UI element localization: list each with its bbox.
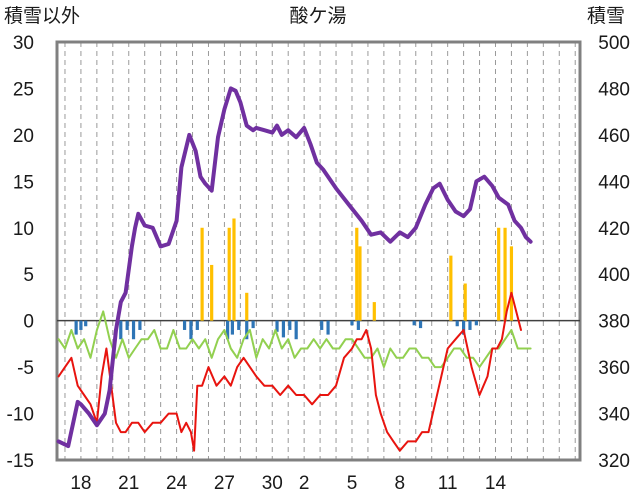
- y-right-tick-label: 360: [598, 358, 630, 379]
- precipitation-bar: [245, 292, 249, 321]
- snow_change-bar: [288, 320, 292, 330]
- left-axis-label: 積雪以外: [4, 5, 80, 27]
- precipitation-bar: [497, 227, 501, 321]
- snow_change-bar: [237, 320, 241, 330]
- snow_change-bar: [230, 320, 234, 335]
- snow_change-bar: [320, 320, 324, 330]
- y-left-tick-label: 0: [23, 312, 34, 333]
- plot-frame: [55, 40, 582, 462]
- snow_change-bar: [119, 320, 123, 340]
- x-tick-label: 30: [262, 473, 283, 494]
- right-axis-label: 積雪: [587, 5, 625, 27]
- precipitation-bar: [358, 246, 362, 321]
- precipitation-bar: [232, 218, 236, 321]
- snow_change-bar: [138, 320, 142, 330]
- snow_change-bar: [125, 320, 129, 330]
- y-left-tick-label: -10: [7, 405, 34, 426]
- snow_change-bar: [468, 320, 472, 330]
- precipitation-bar: [210, 264, 214, 321]
- line-series: [56, 86, 533, 452]
- snow_depth-line: [56, 86, 533, 449]
- snow_change-bar: [474, 320, 478, 326]
- snow_change-bar: [350, 320, 354, 326]
- y-left-tick-label: 20: [13, 126, 34, 147]
- y-right-tick-label: 440: [598, 172, 630, 193]
- y-right-tick-label: 460: [598, 126, 630, 147]
- snow_change-bar: [326, 320, 330, 335]
- y-left-tick-label: 30: [13, 33, 34, 54]
- precipitation-bar: [372, 302, 376, 321]
- snow_change-bar: [294, 320, 298, 340]
- snow_change-bar: [356, 320, 360, 330]
- snow_change-bar: [84, 320, 88, 327]
- snow_change-bar: [131, 320, 136, 340]
- y-right-tick-label: 340: [598, 405, 630, 426]
- snow_change-bar: [281, 320, 286, 338]
- snow_change-bar: [251, 320, 255, 329]
- y-right-tick-label: 480: [598, 79, 630, 100]
- y-right-tick-label: 420: [598, 219, 630, 240]
- snow_change-bar: [74, 320, 78, 335]
- x-tick-label: 18: [70, 473, 91, 494]
- snow_change-bar: [195, 320, 199, 330]
- y-right-tick-label: 500: [598, 33, 630, 54]
- x-tick-label: 5: [347, 473, 358, 494]
- y-left-tick-label: 5: [23, 265, 34, 286]
- x-tick-label: 24: [166, 473, 188, 494]
- x-tick-label: 2: [299, 473, 310, 494]
- y-left-tick-label: -15: [7, 451, 34, 472]
- snow_change-bar: [226, 320, 230, 340]
- snow_change-bar: [245, 320, 249, 340]
- x-tick-label: 11: [438, 473, 458, 494]
- precipitation-bar: [509, 246, 514, 321]
- x-tick-label: 14: [485, 473, 507, 494]
- snow_change-bar: [418, 320, 423, 329]
- x-tick-label: 27: [214, 473, 235, 494]
- chart-title: 酸ケ湯: [289, 5, 346, 27]
- y-right-tick-label: 380: [598, 312, 630, 333]
- snow_change-bar: [455, 320, 459, 327]
- y-left-tick-label: -5: [17, 358, 34, 379]
- bar-series: [74, 218, 514, 340]
- snow_change-bar: [412, 320, 416, 326]
- temperature-line: [57, 291, 522, 452]
- axis-tick-labels: 302520151050-5-10-1550048046044042040038…: [7, 33, 630, 494]
- precipitation-bar: [355, 227, 359, 321]
- precipitation-bar: [463, 283, 467, 321]
- precipitation-bar: [227, 227, 231, 321]
- y-right-tick-label: 400: [598, 265, 630, 286]
- humidity_like-line: [57, 310, 532, 369]
- grid-lines: [64, 42, 576, 460]
- y-left-tick-label: 25: [13, 79, 34, 100]
- x-tick-label: 21: [118, 473, 139, 494]
- precipitation-bar: [200, 227, 204, 321]
- snow_change-bar: [79, 320, 83, 330]
- y-left-tick-label: 10: [13, 219, 34, 240]
- y-right-tick-label: 320: [598, 451, 630, 472]
- snow_change-bar: [462, 320, 466, 335]
- snow_change-bar: [182, 320, 187, 330]
- y-left-tick-label: 15: [13, 172, 34, 193]
- snow_change-bar: [189, 320, 193, 340]
- snow_change-bar: [275, 320, 279, 332]
- precipitation-bar: [449, 255, 453, 321]
- x-tick-label: 8: [395, 473, 406, 494]
- precipitation-bar: [503, 227, 507, 321]
